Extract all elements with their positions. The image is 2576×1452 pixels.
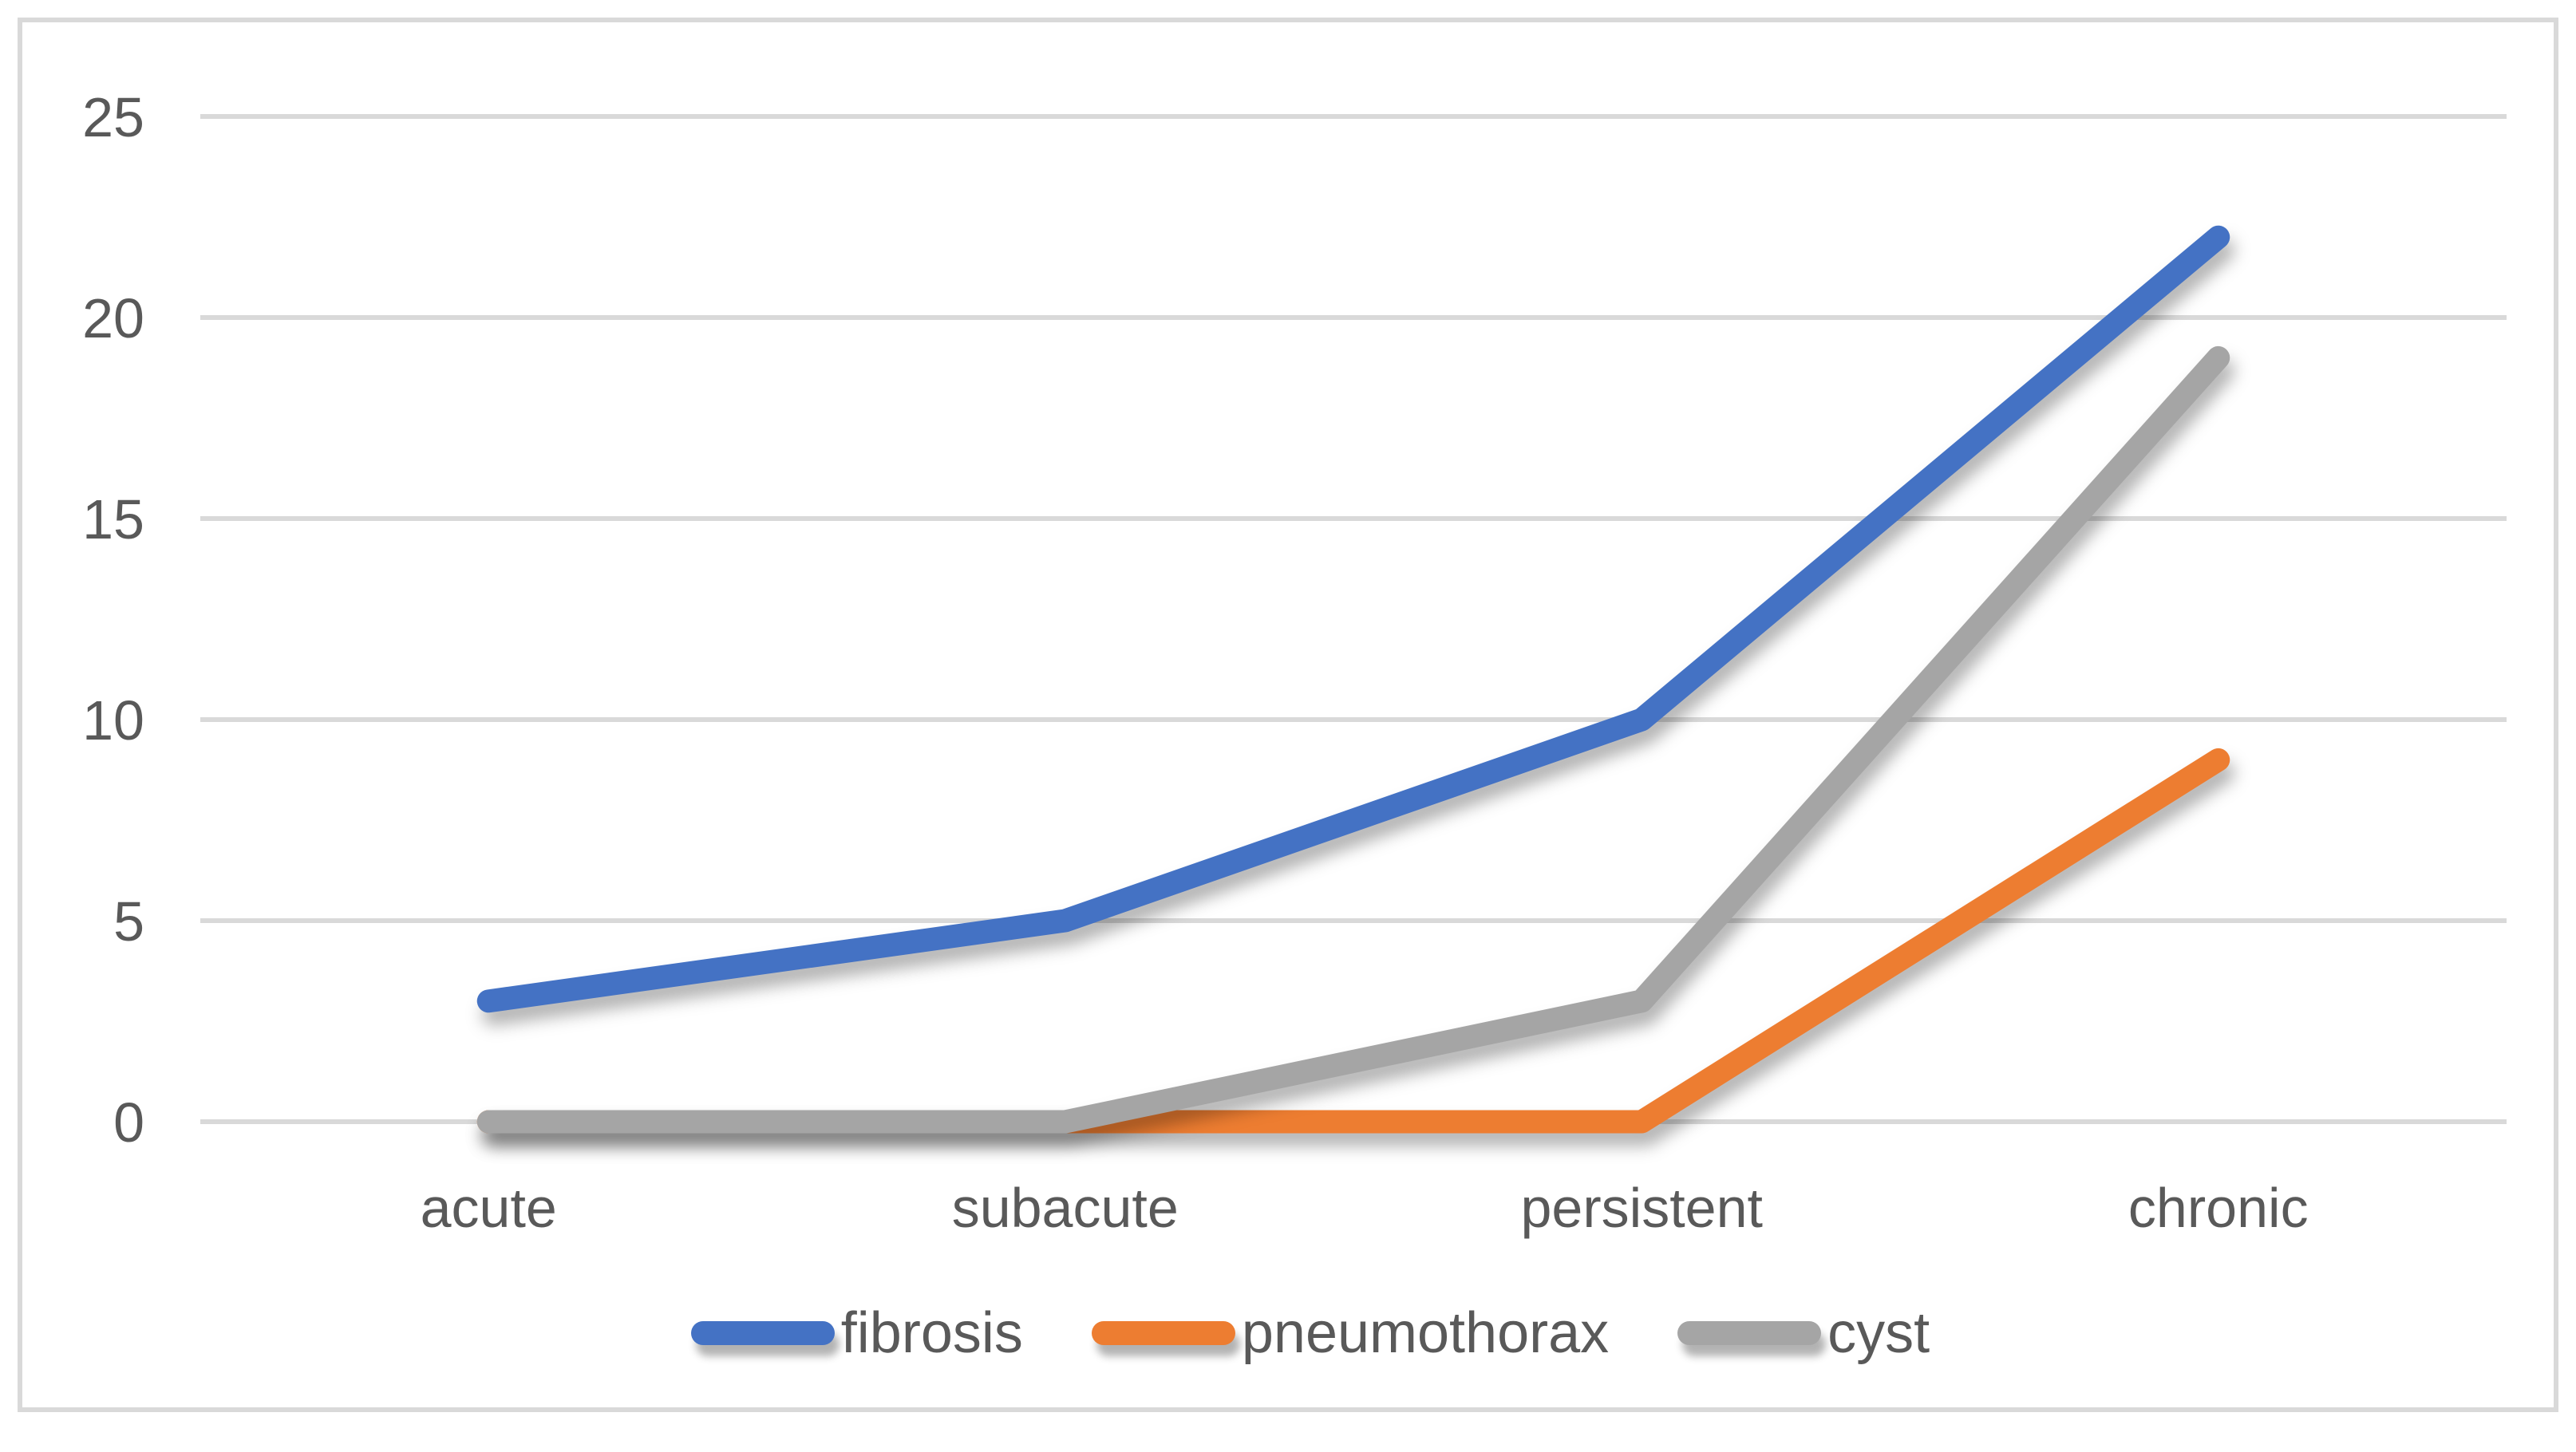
x-category-label-acute: acute: [421, 1177, 557, 1239]
y-tick-label-5: 5: [113, 890, 144, 953]
chart-legend: fibrosis pneumothorax cyst: [22, 1289, 2576, 1377]
legend-label-cyst: cyst: [1827, 1301, 1930, 1365]
y-tick-label-25: 25: [82, 86, 144, 148]
y-tick-label-10: 10: [82, 689, 144, 752]
series-line-cyst: [476, 345, 2230, 1134]
y-tick-label-15: 15: [82, 488, 144, 550]
legend-item-fibrosis: fibrosis: [690, 1301, 1023, 1365]
line-chart-plot: 0 5 10 15 20 25 acute subacute persistent chronic: [82, 86, 2507, 1239]
series-line-fibrosis: [476, 225, 2230, 1013]
y-tick-label-0: 0: [113, 1091, 144, 1154]
x-category-label-subacute: subacute: [952, 1177, 1179, 1239]
legend-item-cyst: cyst: [1677, 1304, 1930, 1362]
legend-label-pneumothorax: pneumothorax: [1241, 1301, 1610, 1365]
x-category-label-persistent: persistent: [1521, 1177, 1763, 1239]
legend-label-fibrosis: fibrosis: [840, 1301, 1023, 1365]
legend-swatch-cyst: [1677, 1321, 1822, 1345]
legend-swatch-pneumothorax: [1091, 1321, 1235, 1345]
legend-item-pneumothorax: pneumothorax: [1091, 1301, 1610, 1365]
y-tick-label-20: 20: [82, 287, 144, 349]
legend-swatch-fibrosis: [690, 1321, 835, 1345]
x-category-label-chronic: chronic: [2128, 1177, 2309, 1239]
chart-frame: 0 5 10 15 20 25 acute subacute persistent chronic…: [18, 18, 2558, 1412]
